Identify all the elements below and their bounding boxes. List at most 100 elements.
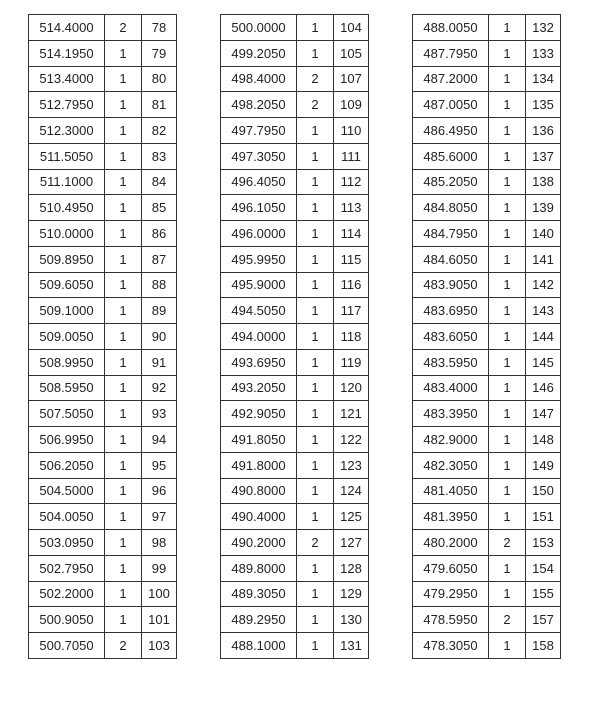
count-cell: 1 <box>488 503 526 530</box>
table-row: 500.9050 1 101 <box>28 606 177 633</box>
table-row: 509.0050 1 90 <box>28 323 177 350</box>
table-row: 496.1050 1 113 <box>220 194 369 221</box>
score-table: 500.0000 1 104 499.2050 1 105 498.4000 2 107 498.… <box>220 14 369 659</box>
table-row: 514.4000 2 78 <box>28 14 177 41</box>
rank-cell: 111 <box>333 142 369 170</box>
count-cell: 1 <box>104 194 142 221</box>
table-row: 484.6050 1 141 <box>412 245 561 273</box>
rank-cell: 148 <box>525 426 561 453</box>
count-cell: 1 <box>488 554 526 582</box>
count-cell: 1 <box>104 65 142 93</box>
rank-cell: 116 <box>333 271 369 299</box>
table-row: 485.6000 1 137 <box>412 142 561 170</box>
count-cell: 1 <box>488 14 526 41</box>
table-row: 514.1950 1 79 <box>28 39 177 67</box>
count-cell: 1 <box>488 348 526 376</box>
rank-cell: 91 <box>141 348 177 376</box>
table-row: 488.0050 1 132 <box>412 14 561 41</box>
rank-cell: 81 <box>141 91 177 118</box>
rank-cell: 133 <box>525 39 561 67</box>
table-row: 489.8000 1 128 <box>220 554 369 582</box>
count-cell: 1 <box>296 168 334 196</box>
table-row: 502.2000 1 100 <box>28 580 177 608</box>
count-cell: 1 <box>296 580 334 608</box>
rank-cell: 141 <box>525 245 561 273</box>
rank-cell: 117 <box>333 297 369 324</box>
score-cell: 490.8000 <box>220 477 297 505</box>
score-cell: 494.5050 <box>220 297 297 324</box>
count-cell: 1 <box>296 297 334 324</box>
rank-cell: 149 <box>525 451 561 479</box>
rank-cell: 154 <box>525 554 561 582</box>
rank-cell: 124 <box>333 477 369 505</box>
table-row: 481.4050 1 150 <box>412 477 561 505</box>
count-cell: 1 <box>104 451 142 479</box>
score-cell: 504.5000 <box>28 477 105 505</box>
count-cell: 1 <box>104 503 142 530</box>
score-cell: 494.0000 <box>220 323 297 350</box>
score-cell: 485.6000 <box>412 142 489 170</box>
count-cell: 1 <box>104 117 142 144</box>
count-cell: 1 <box>104 400 142 427</box>
rank-cell: 100 <box>141 580 177 608</box>
count-cell: 1 <box>488 580 526 608</box>
score-cell: 500.9050 <box>28 606 105 633</box>
rank-cell: 99 <box>141 554 177 582</box>
rank-cell: 130 <box>333 606 369 633</box>
score-cell: 481.4050 <box>412 477 489 505</box>
rank-cell: 127 <box>333 529 369 556</box>
score-cell: 511.1000 <box>28 168 105 196</box>
count-cell: 2 <box>488 606 526 633</box>
rank-cell: 98 <box>141 529 177 556</box>
rank-cell: 90 <box>141 323 177 350</box>
count-cell: 1 <box>296 554 334 582</box>
rank-cell: 112 <box>333 168 369 196</box>
table-row: 479.6050 1 154 <box>412 554 561 582</box>
table-row: 484.7950 1 140 <box>412 220 561 247</box>
table-row: 502.7950 1 99 <box>28 554 177 582</box>
count-cell: 1 <box>296 426 334 453</box>
score-cell: 483.9050 <box>412 271 489 299</box>
table-row: 494.0000 1 118 <box>220 323 369 350</box>
table-row: 489.2950 1 130 <box>220 606 369 633</box>
table-row: 512.7950 1 81 <box>28 91 177 118</box>
table-row: 484.8050 1 139 <box>412 194 561 221</box>
count-cell: 1 <box>104 323 142 350</box>
score-cell: 497.3050 <box>220 142 297 170</box>
count-cell: 1 <box>104 426 142 453</box>
table-row: 480.2000 2 153 <box>412 529 561 556</box>
rank-cell: 150 <box>525 477 561 505</box>
count-cell: 1 <box>296 14 334 41</box>
table-row: 483.5950 1 145 <box>412 348 561 376</box>
rank-cell: 155 <box>525 580 561 608</box>
count-cell: 2 <box>296 529 334 556</box>
score-cell: 514.4000 <box>28 14 105 41</box>
count-cell: 1 <box>104 245 142 273</box>
score-cell: 512.3000 <box>28 117 105 144</box>
count-cell: 1 <box>104 554 142 582</box>
count-cell: 2 <box>104 14 142 41</box>
rank-cell: 147 <box>525 400 561 427</box>
table-row: 483.6050 1 144 <box>412 323 561 350</box>
table-row: 499.2050 1 105 <box>220 39 369 67</box>
score-cell: 490.4000 <box>220 503 297 530</box>
rank-cell: 158 <box>525 632 561 659</box>
table-row: 511.5050 1 83 <box>28 142 177 170</box>
score-cell: 495.9950 <box>220 245 297 273</box>
rank-cell: 135 <box>525 91 561 118</box>
table-row: 487.7950 1 133 <box>412 39 561 67</box>
rank-cell: 144 <box>525 323 561 350</box>
rank-cell: 123 <box>333 451 369 479</box>
count-cell: 1 <box>296 323 334 350</box>
table-row: 482.9000 1 148 <box>412 426 561 453</box>
score-cell: 493.2050 <box>220 374 297 402</box>
score-cell: 489.8000 <box>220 554 297 582</box>
score-cell: 489.2950 <box>220 606 297 633</box>
count-cell: 1 <box>488 220 526 247</box>
table-row: 495.9950 1 115 <box>220 245 369 273</box>
rank-cell: 153 <box>525 529 561 556</box>
count-cell: 1 <box>104 477 142 505</box>
table-row: 498.2050 2 109 <box>220 91 369 118</box>
count-cell: 1 <box>104 142 142 170</box>
score-cell: 509.8950 <box>28 245 105 273</box>
